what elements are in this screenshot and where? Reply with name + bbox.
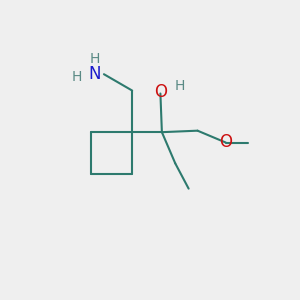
Text: H: H — [175, 79, 185, 93]
Text: N: N — [89, 65, 101, 83]
Text: O: O — [219, 133, 232, 151]
Text: H: H — [90, 52, 100, 66]
Text: O: O — [154, 83, 167, 101]
Text: H: H — [72, 70, 83, 84]
